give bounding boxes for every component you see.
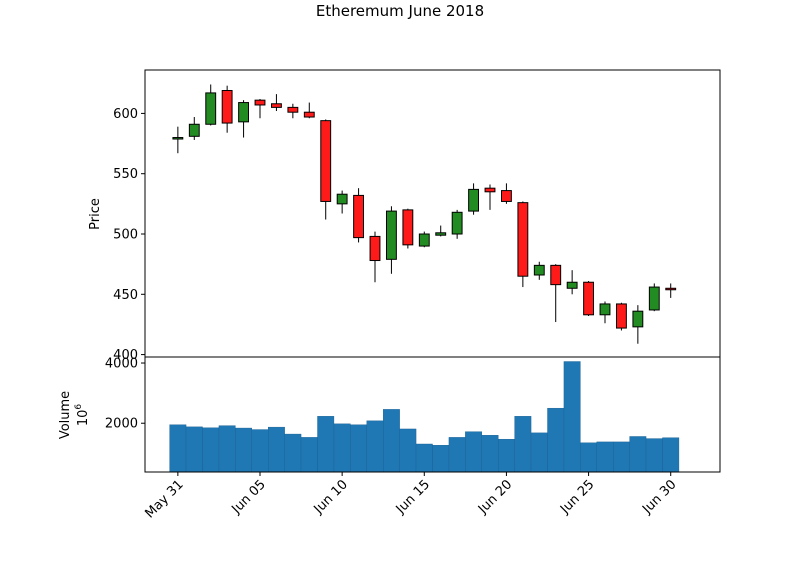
volume-bar xyxy=(333,423,351,473)
chart-title: Etheremum June 2018 xyxy=(316,2,484,20)
price-tick-label: 400 xyxy=(113,348,138,363)
candle-body-down xyxy=(287,106,299,113)
price-axis-label-group: Price xyxy=(88,198,103,230)
volume-bar xyxy=(547,407,565,473)
volume-bar xyxy=(218,425,236,473)
x-tick-label: Jun 10 xyxy=(311,477,351,517)
candle-body-up xyxy=(336,193,348,205)
candle-body-up xyxy=(599,303,611,316)
volume-bar xyxy=(596,441,614,473)
volume-axis-multiplier: 106 xyxy=(74,404,91,427)
x-tick-label: May 31 xyxy=(142,477,186,521)
volume-multiplier-exponent: 6 xyxy=(74,404,84,410)
candle-body-down xyxy=(665,287,677,291)
candle-body-up xyxy=(451,211,463,235)
volume-bar xyxy=(284,433,302,473)
candles xyxy=(172,84,677,344)
candle-body-up xyxy=(238,102,249,123)
candle-body-up xyxy=(648,286,660,311)
volume-bar xyxy=(235,427,252,473)
candle-body-down xyxy=(369,235,381,262)
volume-bar xyxy=(202,427,220,473)
x-tick-label: Jun 25 xyxy=(557,477,597,517)
candle-body-down xyxy=(550,264,562,286)
price-axis: 400 450 500 550 600 xyxy=(113,107,145,363)
x-tick-label: Jun 30 xyxy=(639,477,679,517)
volume-bar xyxy=(383,409,400,473)
candle-body-down xyxy=(303,111,315,118)
candle-body-up xyxy=(566,281,578,289)
price-axis-label: Price xyxy=(88,198,103,230)
candle-body-up xyxy=(435,232,447,236)
candle-body-down xyxy=(616,303,627,329)
volume-bar xyxy=(662,437,680,473)
candle-body-down xyxy=(320,120,332,202)
candle-body-up xyxy=(418,233,430,247)
price-tick-label: 600 xyxy=(113,107,138,122)
candle-body-down xyxy=(271,103,282,108)
volume-bar xyxy=(613,441,630,473)
volume-bar xyxy=(629,436,647,473)
volume-tick-label: 4000 xyxy=(105,357,138,372)
candle-body-down xyxy=(517,202,529,277)
price-tick-label: 550 xyxy=(113,167,138,182)
price-tick-label: 500 xyxy=(113,228,138,243)
x-tick-label: Jun 20 xyxy=(475,477,515,517)
candle-body-up xyxy=(205,92,217,125)
volume-bar xyxy=(268,426,285,473)
volume-bar xyxy=(185,426,203,473)
volume-bar xyxy=(300,437,318,473)
volume-bar xyxy=(448,437,466,473)
candle-body-down xyxy=(484,187,496,193)
volume-panel-frame xyxy=(144,356,721,473)
x-tick-label: Jun 15 xyxy=(393,477,433,517)
candle-body-down xyxy=(583,281,595,316)
candle-body-up xyxy=(468,188,480,212)
candle-body-down xyxy=(221,90,233,124)
volume-bar xyxy=(415,443,433,473)
volume-bar xyxy=(366,420,384,473)
candle-body-down xyxy=(353,194,365,239)
volume-axis: 2000 4000 xyxy=(105,357,145,432)
candle-body-up xyxy=(188,123,200,137)
candle-body-down xyxy=(254,99,266,106)
candle-body-up xyxy=(632,310,644,328)
volume-bar xyxy=(530,432,548,473)
candle-body-up xyxy=(172,137,184,140)
volume-bar xyxy=(399,428,417,473)
volume-bar xyxy=(432,445,450,473)
x-tick-label: Jun 05 xyxy=(229,477,269,517)
candle-body-down xyxy=(501,190,512,202)
volume-bar xyxy=(465,431,482,473)
volume-bar xyxy=(317,416,335,473)
volume-bar xyxy=(481,435,499,473)
x-axis: May 31 Jun 05 Jun 10 Jun 15 Jun 20 Jun 25 Jun … xyxy=(142,472,680,521)
volume-bar xyxy=(251,429,269,473)
candle-body-up xyxy=(533,264,545,276)
volume-bars xyxy=(169,361,680,473)
volume-bar xyxy=(645,438,663,473)
volume-bar xyxy=(514,416,532,473)
volume-bar xyxy=(350,424,367,473)
volume-bar xyxy=(169,424,187,473)
volume-tick-label: 2000 xyxy=(105,417,138,432)
volume-bar xyxy=(563,361,581,473)
volume-axis-label: Volume xyxy=(58,391,73,439)
volume-bar xyxy=(498,438,515,473)
candle-body-down xyxy=(402,209,414,246)
candle-body-up xyxy=(386,210,397,260)
volume-bar xyxy=(580,442,597,473)
volume-multiplier-base: 10 xyxy=(76,410,91,427)
volume-axis-label-group: Volume 106 xyxy=(58,391,91,439)
price-tick-label: 450 xyxy=(113,288,138,303)
